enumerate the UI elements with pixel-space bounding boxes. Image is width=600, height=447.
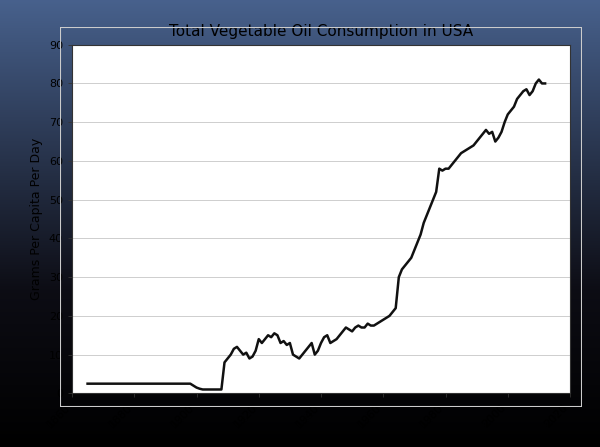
Y-axis label: Grams Per Capita Per Day: Grams Per Capita Per Day [30, 138, 43, 300]
Title: Total Vegetable Oil Consumption in USA: Total Vegetable Oil Consumption in USA [169, 25, 473, 39]
